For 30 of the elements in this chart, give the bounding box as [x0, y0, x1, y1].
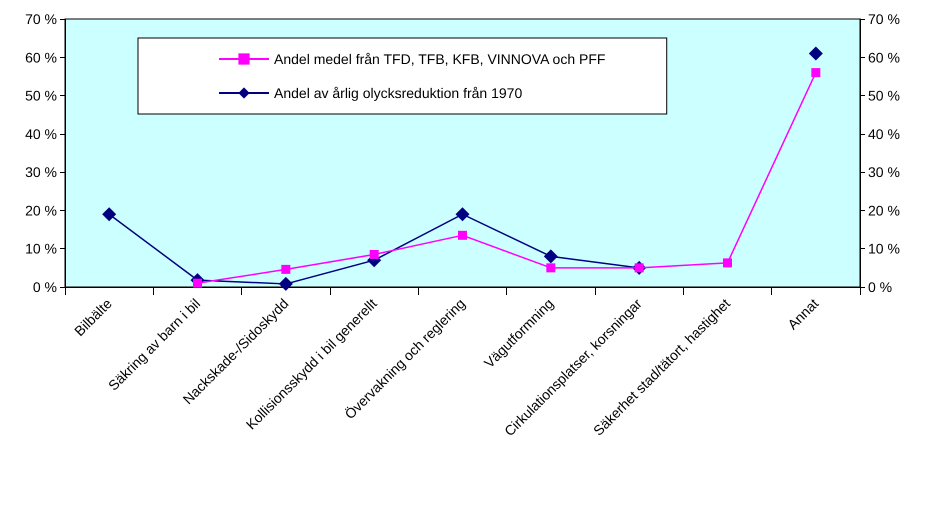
point — [544, 249, 558, 264]
point — [193, 278, 202, 288]
point — [458, 230, 467, 240]
y2-tick-label: 60 % — [868, 49, 900, 66]
point — [723, 258, 732, 268]
point — [808, 46, 823, 60]
y2-tick-label: 10 % — [868, 240, 900, 257]
y-tick-label: 50 % — [25, 88, 57, 104]
y2-tick-label: 0 % — [868, 279, 892, 295]
point — [278, 276, 293, 291]
y2-tick-label: 20 % — [868, 202, 900, 218]
y2-tick-label: 30 % — [868, 164, 900, 180]
y2-tick-label: 70 % — [868, 11, 900, 27]
point — [456, 207, 470, 222]
y-tick-label: 70 % — [25, 11, 57, 27]
y-tick-label: 20 % — [25, 202, 57, 218]
point — [102, 207, 116, 222]
y-tick-label: 10 % — [25, 240, 57, 257]
point — [281, 264, 290, 274]
y2-tick-label: 50 % — [868, 88, 900, 104]
y-tick-label: 60 % — [25, 49, 57, 66]
point — [370, 250, 379, 259]
legend-label: Andel av årlig olycksreduktion från 1970 — [274, 85, 522, 101]
point — [811, 68, 820, 78]
y2-tick-label: 40 % — [868, 126, 900, 142]
point — [546, 263, 556, 272]
y-tick-label: 40 % — [25, 126, 57, 142]
y-tick-label: 0 % — [32, 279, 57, 295]
legend-label: Andel medel från TFD, TFB, KFB, VINNOVA och PFF — [274, 51, 606, 67]
y-tick-label: 30 % — [25, 164, 57, 180]
